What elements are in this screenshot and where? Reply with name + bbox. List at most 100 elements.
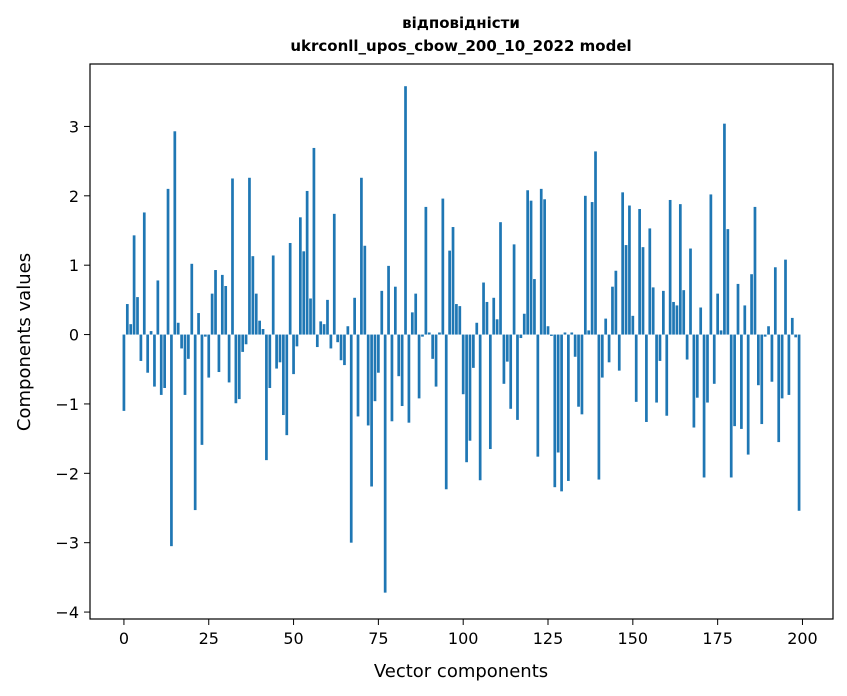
- bar: [343, 334, 346, 366]
- bar: [438, 332, 441, 335]
- bar: [220, 274, 224, 335]
- bar: [726, 229, 730, 335]
- bar: [261, 329, 265, 335]
- bar: [193, 334, 197, 511]
- bar: [224, 286, 228, 335]
- x-tick-label: 25: [199, 629, 219, 648]
- bar: [495, 319, 499, 335]
- y-tick-label: 1: [69, 256, 79, 275]
- bar: [794, 334, 798, 338]
- bar: [712, 334, 716, 384]
- bar: [472, 334, 475, 368]
- bar: [546, 326, 550, 335]
- bar: [590, 202, 594, 335]
- bar: [621, 192, 625, 335]
- bar: [390, 334, 394, 422]
- bar: [214, 270, 217, 335]
- bar: [634, 334, 638, 402]
- bar: [519, 334, 523, 339]
- bar: [672, 301, 675, 335]
- bar: [173, 131, 177, 335]
- bar: [227, 334, 231, 383]
- bar: [363, 245, 367, 335]
- bar: [210, 293, 214, 335]
- bar: [187, 334, 190, 359]
- bar: [315, 334, 319, 348]
- bar: [336, 334, 340, 343]
- bar: [380, 290, 384, 335]
- bar: [387, 265, 390, 335]
- bar: [265, 334, 268, 461]
- bar: [655, 334, 658, 403]
- y-tick-label: 2: [69, 187, 79, 206]
- bar: [692, 334, 696, 428]
- y-tick-label: −3: [55, 534, 79, 553]
- bar: [451, 227, 455, 335]
- bar: [302, 251, 306, 335]
- bar: [458, 306, 462, 335]
- bar: [353, 297, 356, 335]
- bar: [556, 334, 560, 453]
- bar: [197, 313, 200, 335]
- bar: [417, 334, 421, 399]
- y-tick-label: −1: [55, 395, 79, 414]
- bar: [231, 178, 234, 335]
- bar: [298, 217, 302, 335]
- bar: [288, 242, 292, 335]
- bar: [400, 334, 404, 407]
- bar: [312, 147, 316, 335]
- bar: [526, 190, 530, 335]
- y-tick-label: 3: [69, 117, 79, 136]
- bar: [770, 334, 774, 382]
- bar: [488, 334, 492, 450]
- bar: [176, 322, 180, 335]
- bar: [729, 334, 733, 478]
- bar: [153, 334, 156, 387]
- bar: [543, 199, 546, 335]
- bar: [522, 313, 526, 335]
- bar: [346, 326, 350, 335]
- bar: [207, 334, 211, 378]
- bar: [295, 334, 299, 347]
- bar: [553, 334, 557, 488]
- bar: [760, 334, 764, 425]
- bar: [675, 305, 679, 335]
- bar: [319, 321, 323, 335]
- bar: [658, 334, 662, 361]
- bar: [275, 334, 278, 369]
- bar: [159, 334, 163, 395]
- bar: [170, 334, 173, 547]
- bar: [125, 304, 129, 335]
- bar: [767, 326, 770, 335]
- x-axis-label: Vector components: [374, 661, 548, 682]
- bar: [278, 334, 282, 363]
- bar: [166, 188, 170, 335]
- bar: [777, 334, 781, 443]
- bar: [702, 334, 706, 478]
- bar: [468, 334, 472, 441]
- bar: [512, 244, 516, 335]
- bar: [583, 195, 587, 335]
- bar: [662, 290, 665, 335]
- bar: [129, 324, 133, 335]
- bar: [645, 334, 648, 422]
- bar: [329, 334, 333, 349]
- bar: [478, 334, 482, 481]
- bar: [404, 86, 407, 335]
- bar: [492, 297, 496, 335]
- bar: [136, 297, 139, 335]
- bar: [651, 287, 655, 335]
- bar: [132, 235, 136, 335]
- bar: [716, 293, 720, 335]
- bar: [410, 312, 414, 335]
- bar: [567, 334, 570, 481]
- bar: [407, 334, 411, 423]
- bar: [665, 334, 669, 416]
- bar: [448, 250, 451, 335]
- bar: [502, 334, 506, 384]
- bar: [570, 332, 574, 335]
- bar: [163, 334, 166, 388]
- bar: [573, 334, 577, 357]
- bar: [360, 177, 363, 335]
